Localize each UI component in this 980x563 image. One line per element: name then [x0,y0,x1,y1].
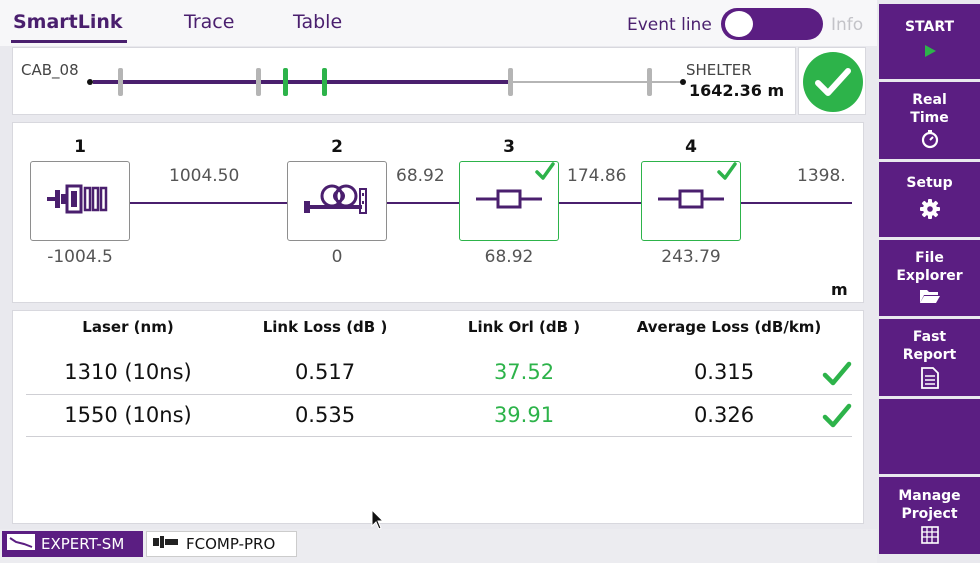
file-explorer-label: Explorer [896,268,963,284]
link-end-label: SHELTER [686,61,752,79]
manage-project-label: Manage [898,488,961,504]
fast-report-label: Fast [912,329,947,345]
span-length: 174.86 [567,166,627,186]
check-icon [822,361,852,391]
event-2-box[interactable] [287,161,387,241]
column-header: Laser (nm) [82,318,174,336]
fiber-spool-icon [302,179,372,223]
launch-cable-icon [45,182,115,220]
splice-icon [474,188,544,214]
row-divider [26,436,852,437]
event-map: 1 -1004.5 1004.50 2 [12,122,864,303]
event-number: 4 [685,137,697,157]
realtime-button[interactable]: Real Time [879,82,980,159]
overview-event-marker[interactable] [508,68,513,96]
connector-app-icon [151,532,181,556]
event-position: -1004.5 [47,247,113,267]
link-measured-line [93,80,511,84]
folder-icon [879,288,980,308]
check-icon [535,162,555,184]
link-loss-cell: 0.517 [294,360,356,384]
active-tab-indicator [11,40,127,43]
results-table: Laser (nm) Link Loss (dB ) Link Orl (dB … [12,310,864,524]
fiber-line [43,202,852,204]
realtime-label: Real [912,92,947,108]
row-divider [26,394,852,395]
event-position: 243.79 [661,247,721,267]
mouse-pointer-icon [371,508,385,535]
task-label: EXPERT-SM [41,535,125,553]
manage-project-label: Project [901,506,958,522]
gear-icon [879,198,980,224]
tab-bar: SmartLink Trace Table Event line Info [0,0,877,46]
setup-label: Setup [906,175,953,191]
event-position: 0 [331,247,343,267]
column-header: Link Orl (dB ) [467,318,581,336]
link-status [798,47,866,115]
tab-smartlink[interactable]: SmartLink [13,11,123,33]
report-icon [879,367,980,393]
otdr-app-icon [6,532,36,556]
fast-report-button[interactable]: Fast Report [879,319,980,396]
file-explorer-label: File [915,250,944,266]
event-number: 1 [74,137,86,157]
overview-event-marker[interactable] [647,68,652,96]
info-button[interactable]: Info [831,15,864,35]
column-header: Average Loss (dB/km) [636,318,822,336]
distance-unit: m [831,280,848,299]
empty-menu-slot [879,399,980,474]
link-orl-cell: 37.52 [493,360,555,384]
grid-icon [879,526,980,548]
task-label: FCOMP-PRO [186,535,276,553]
task-expert-sm[interactable]: EXPERT-SM [2,531,143,557]
realtime-label: Time [910,110,949,126]
event-1-box[interactable] [30,161,130,241]
manage-project-button[interactable]: Manage Project [879,477,980,554]
start-label: START [904,19,955,35]
setup-button[interactable]: Setup [879,162,980,237]
event-3-box[interactable] [459,161,559,241]
avg-loss-cell: 0.315 [693,360,755,384]
fast-report-label: Report [902,347,957,363]
span-length: 68.92 [396,166,445,186]
link-loss-cell: 0.535 [294,403,356,427]
overview-event-marker[interactable] [256,68,261,96]
link-orl-cell: 39.91 [493,403,555,427]
event-line-label: Event line [627,15,712,35]
toggle-knob [725,11,753,37]
check-icon [717,162,737,184]
link-start-dot [87,79,93,85]
task-fcomp-pro[interactable]: FCOMP-PRO [146,531,297,557]
taskbar: EXPERT-SM FCOMP-PRO [0,529,877,563]
column-header: Link Loss (dB ) [262,318,388,336]
overview-event-marker-pass[interactable] [322,68,327,96]
link-length: 1642.36 m [689,81,785,100]
span-length: 1398. [797,166,846,186]
event-line-toggle[interactable] [721,8,823,40]
check-icon [822,403,852,433]
pass-check-icon [803,52,863,112]
link-remaining-line [511,81,682,83]
play-icon [879,44,980,62]
event-number: 3 [503,137,515,157]
laser-cell: 1310 (10ns) [64,360,192,384]
event-4-box[interactable] [641,161,741,241]
overview-event-marker[interactable] [118,68,123,96]
link-start-label: CAB_08 [21,61,79,79]
stopwatch-icon [879,129,980,153]
tab-trace[interactable]: Trace [184,11,235,33]
file-explorer-button[interactable]: File Explorer [879,240,980,316]
side-menu: START Real Time Setup File [879,0,980,563]
laser-cell: 1550 (10ns) [64,403,192,427]
tab-table[interactable]: Table [293,11,343,33]
event-position: 68.92 [484,247,534,267]
overview-event-marker-pass[interactable] [283,68,288,96]
link-end-dot [680,79,686,85]
span-length: 1004.50 [169,166,240,186]
avg-loss-cell: 0.326 [693,403,755,427]
splice-icon [656,188,726,214]
event-number: 2 [331,137,343,157]
link-overview: CAB_08 SHELTER 1642.36 m [12,47,796,115]
start-button[interactable]: START [879,4,980,79]
